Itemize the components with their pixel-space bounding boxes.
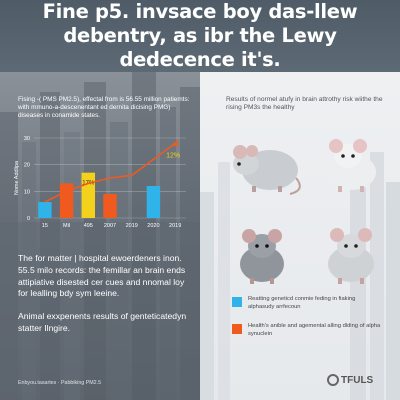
legend-text-2: Health's anible and agemental alling dld… (248, 323, 381, 337)
x-tick-label-6: 2019 (169, 223, 181, 229)
x-tick-label-5: 2020 (147, 223, 159, 229)
bar-5 (146, 186, 161, 218)
legend-item-2: Health's anible and agemental alling dld… (232, 323, 382, 338)
city-skyline-background (0, 72, 200, 400)
x-tick-label-2: 495 (84, 223, 93, 229)
body-text-2: Animal exxpenents results of genteticate… (18, 311, 187, 333)
bar-0 (38, 202, 52, 218)
page-title: Fine p5. invsace boy das-llew debentry, … (42, 0, 358, 71)
bar-3 (103, 194, 117, 218)
bar-2 (81, 172, 96, 218)
mouse-illustration-3 (240, 229, 284, 284)
legend-swatch-orange (232, 324, 242, 334)
y-tick-label-2: 20 (24, 163, 30, 169)
legend-swatch-blue (232, 297, 242, 307)
trend-line (44, 142, 176, 203)
title-bar: Fine p5. invsace boy das-llew debentry, … (0, 0, 400, 72)
intro-text: Fising -( PMS PM2.5), effectal from is 5… (18, 96, 190, 119)
mouse-illustration-2 (328, 139, 376, 192)
y-tick-label-0: 0 (27, 216, 30, 222)
bar-1 (59, 183, 74, 218)
legend-text-1: Reatting geneticd conmie feding in fiaki… (248, 296, 356, 310)
x-tick-label-1: Mil (63, 223, 70, 229)
mouse-illustration-4 (328, 228, 374, 284)
body-text: The for matter | hospital ewoerdeners in… (18, 253, 186, 299)
x-tick-label-3: 2007 (104, 223, 116, 229)
x-tick-label-4: 2019 (126, 223, 138, 229)
y-axis-label: Nome Addlipa (14, 160, 20, 195)
left-panel (0, 72, 200, 400)
trend-arrowhead (172, 139, 179, 148)
trend-label: 12% (166, 152, 180, 159)
logo-circle-icon (327, 374, 339, 386)
footnote: Enbyou.tasartes · Pabbiking PM2.5 (18, 380, 102, 386)
right-caption: Results of normel atufy in brain attroth… (226, 96, 383, 112)
brand-logo: TFULS (327, 374, 373, 386)
legend-item-1: Reatting geneticd conmie feding in fiaki… (232, 296, 382, 311)
mouse-illustration-1 (233, 145, 301, 195)
y-tick-label-3: 30 (24, 136, 30, 142)
x-tick-label-0: 15 (42, 223, 48, 229)
bar-chart: 0 10 20 30 Nome Addlipa 15 Mil 17% 495 2007 2019 20… (14, 132, 192, 232)
logo-text: TFULS (341, 374, 374, 386)
y-tick-label-1: 10 (24, 189, 30, 195)
